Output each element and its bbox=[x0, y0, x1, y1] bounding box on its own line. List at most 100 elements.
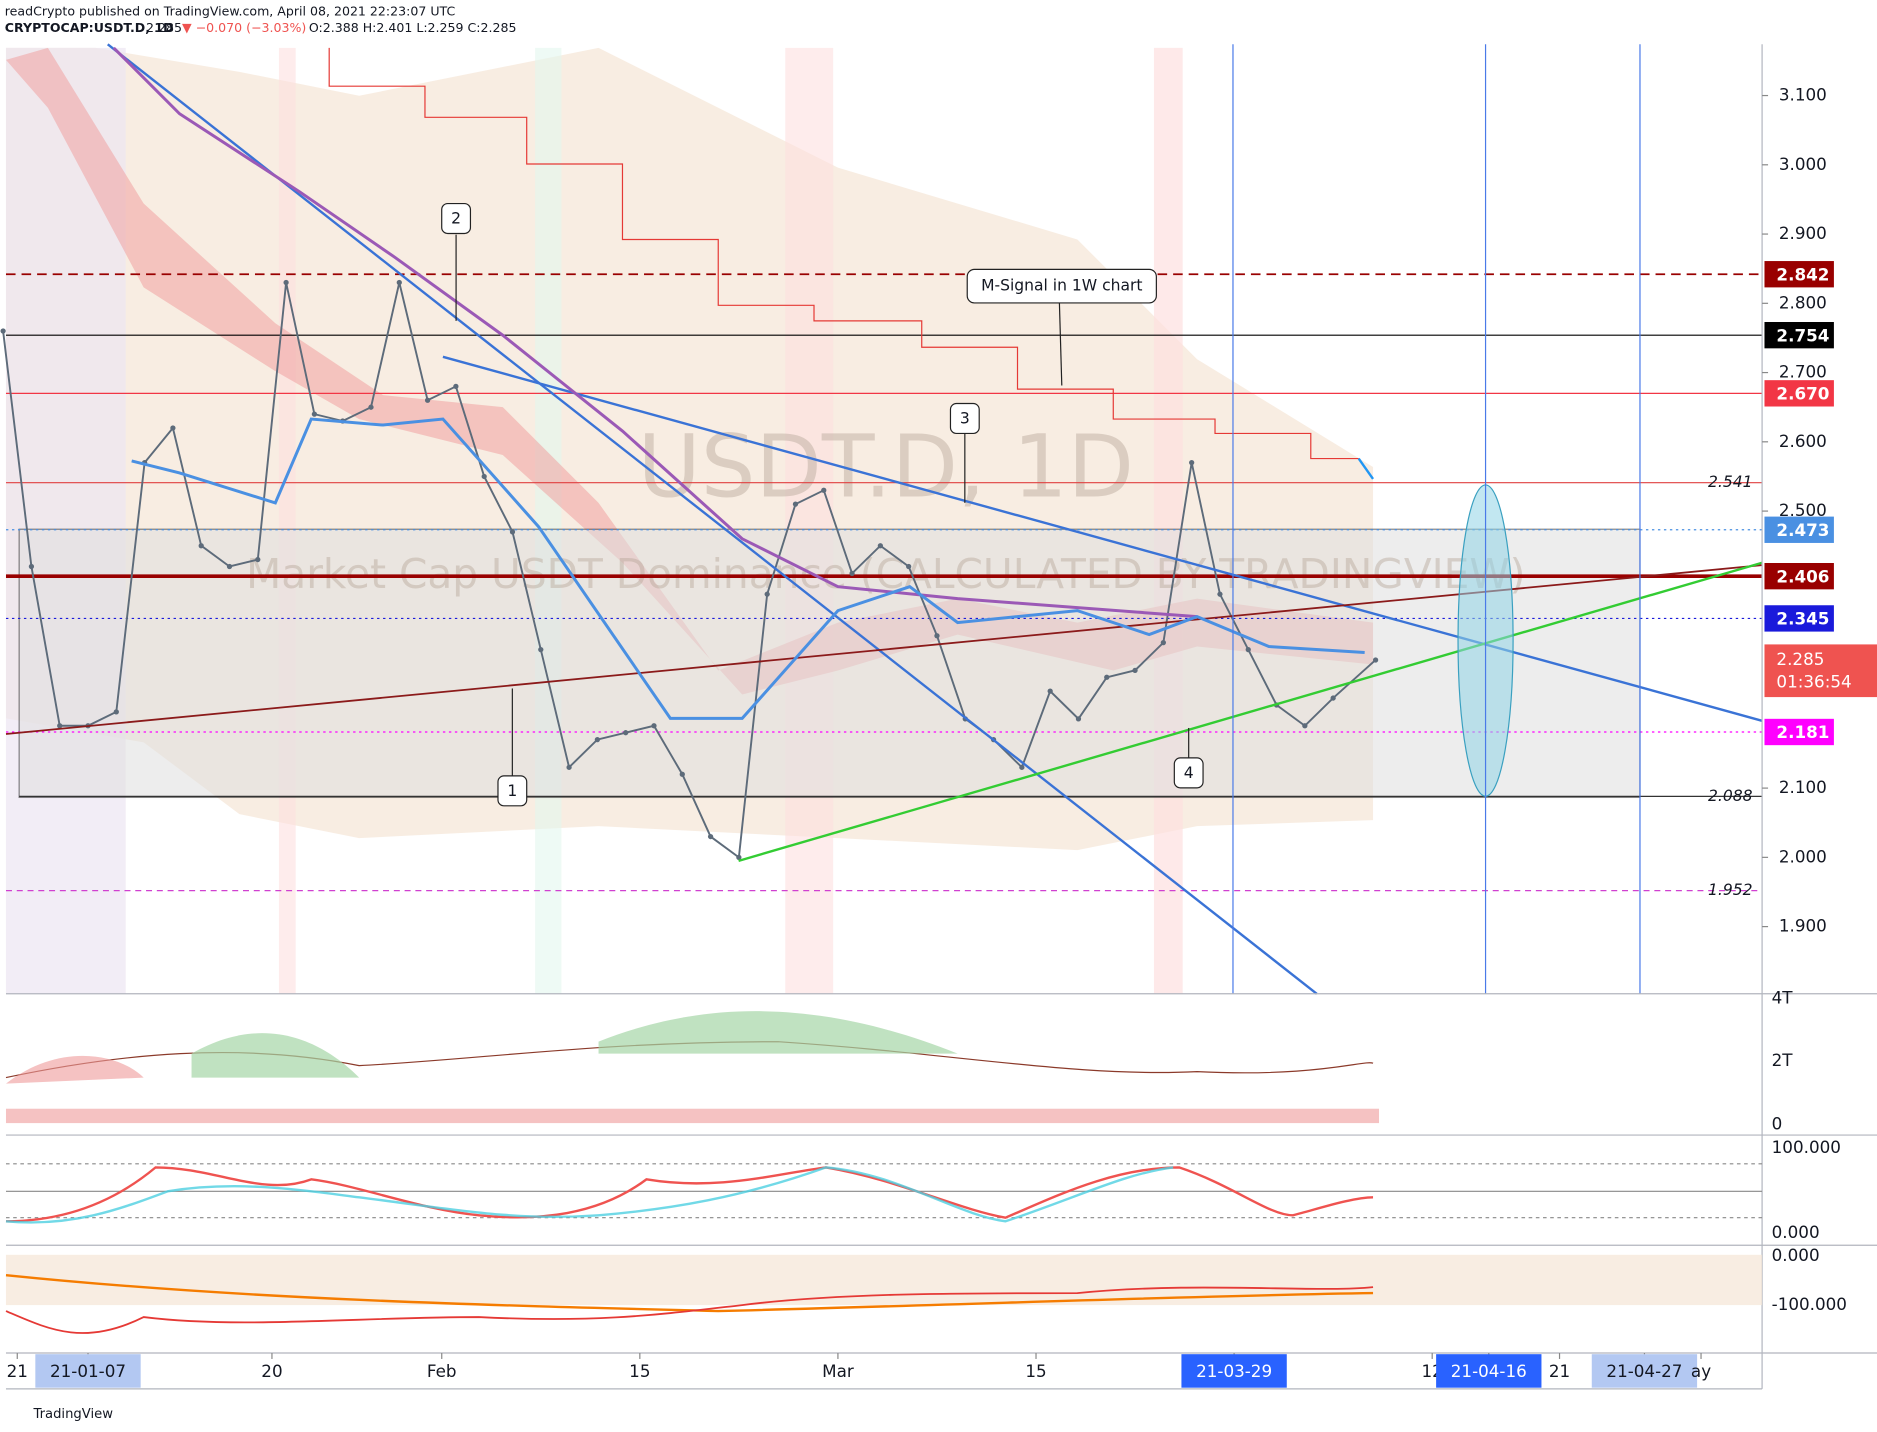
price-point bbox=[1019, 764, 1025, 770]
publish-line: readCrypto published on TradingView.com,… bbox=[5, 3, 456, 18]
callouts: 1 2 3 4 M-Signal in 1W chart bbox=[441, 202, 1204, 807]
last-price: 2.285 bbox=[146, 20, 182, 35]
level-tag bbox=[1764, 605, 1834, 632]
y-tick-label: 2.000 bbox=[1779, 846, 1827, 866]
x-tick-label: 20 bbox=[261, 1361, 282, 1381]
level-label: 2.088 bbox=[1708, 787, 1753, 805]
price-point bbox=[679, 771, 685, 777]
y-tick-label: 2.600 bbox=[1779, 431, 1827, 451]
price-point bbox=[1330, 695, 1336, 701]
x-tick-label: Feb bbox=[427, 1361, 457, 1381]
x-tick-label: 21 bbox=[7, 1361, 28, 1381]
price-point bbox=[198, 543, 204, 549]
y-tick-label: 2.100 bbox=[1779, 777, 1827, 797]
price-point bbox=[1217, 591, 1223, 597]
price-point bbox=[1075, 716, 1082, 722]
y-tick-label: 2.500 bbox=[1779, 500, 1827, 520]
price-tag-label: 2.285 bbox=[1776, 649, 1824, 669]
y-tick-label: 2.700 bbox=[1779, 362, 1827, 382]
price-point bbox=[1372, 657, 1379, 663]
level-tag-label: 2.754 bbox=[1776, 325, 1829, 345]
price-point bbox=[1245, 646, 1251, 653]
y-tick-label: 3.000 bbox=[1779, 154, 1827, 174]
price-point bbox=[396, 279, 402, 286]
price-point bbox=[566, 764, 572, 770]
price-point bbox=[113, 709, 119, 715]
level-tag bbox=[1764, 380, 1834, 407]
momentum-axis-label: -100.000 bbox=[1772, 1294, 1847, 1314]
price-point bbox=[0, 328, 6, 334]
price-point bbox=[255, 556, 261, 563]
countdown: 01:36:54 bbox=[1776, 672, 1851, 692]
x-highlight bbox=[1591, 1354, 1698, 1388]
change: ▼ −0.070 (−3.03%) bbox=[182, 20, 306, 35]
ohlc: O:2.388 H:2.401 L:2.259 C:2.285 bbox=[309, 20, 517, 35]
x-tick-label: Mar bbox=[822, 1361, 854, 1381]
price-point bbox=[736, 854, 742, 860]
level-tag-label: 2.670 bbox=[1776, 384, 1829, 404]
x-tick-label: 15 bbox=[1025, 1361, 1046, 1381]
annotation: M-Signal in 1W chart bbox=[981, 277, 1142, 295]
price-point bbox=[849, 570, 855, 577]
price-point bbox=[707, 833, 714, 840]
level-tag-label: 2.345 bbox=[1776, 609, 1829, 629]
price-point bbox=[368, 404, 374, 410]
x-tick-label: 21-04-16 bbox=[1451, 1361, 1527, 1381]
price-point bbox=[170, 425, 176, 431]
oscillator-axis-label: 0.000 bbox=[1772, 1222, 1820, 1242]
level-tag-label: 2.473 bbox=[1776, 520, 1829, 540]
momentum-axis-label: 0.000 bbox=[1772, 1245, 1820, 1265]
level-tag bbox=[1764, 261, 1834, 288]
level-tag bbox=[1764, 321, 1834, 349]
level-tag bbox=[1764, 516, 1834, 543]
level-label: 2.541 bbox=[1708, 473, 1753, 491]
price-point bbox=[283, 279, 289, 286]
price-point bbox=[509, 529, 516, 535]
price-point bbox=[57, 723, 63, 729]
x-highlight bbox=[1436, 1354, 1542, 1388]
price-point bbox=[877, 543, 884, 549]
price-point bbox=[1047, 688, 1053, 694]
annotation: 4 bbox=[1184, 764, 1194, 782]
x-tick-label: ay bbox=[1691, 1361, 1711, 1381]
x-tick-label: 21 bbox=[1549, 1361, 1570, 1381]
price-point bbox=[906, 563, 912, 570]
price-point bbox=[424, 397, 431, 403]
price-point bbox=[792, 501, 799, 507]
price-point bbox=[821, 487, 827, 493]
level-tag bbox=[1764, 718, 1834, 746]
price-point bbox=[1132, 667, 1138, 673]
footer-logo: TradingView bbox=[33, 1407, 114, 1422]
x-highlight bbox=[35, 1354, 141, 1388]
price-point bbox=[1104, 674, 1110, 680]
y-tick-label: 1.900 bbox=[1779, 916, 1827, 936]
x-tick-label: 21-01-07 bbox=[50, 1361, 126, 1381]
price-point bbox=[538, 646, 544, 653]
indicator-panes bbox=[5, 1011, 1763, 1334]
price-point bbox=[226, 563, 233, 570]
level-tag bbox=[1764, 563, 1834, 590]
price-point bbox=[453, 383, 459, 390]
volume-axis-label: 2T bbox=[1772, 1050, 1794, 1070]
annotation: 3 bbox=[960, 410, 970, 428]
x-tick-label: 21-03-29 bbox=[1196, 1361, 1272, 1381]
watermark: USDT.D, 1D bbox=[638, 417, 1134, 517]
y-tick-label: 3.100 bbox=[1779, 85, 1827, 105]
price-point bbox=[1160, 640, 1166, 646]
x-highlight bbox=[1181, 1354, 1287, 1388]
background-shading bbox=[5, 47, 1641, 994]
price-point bbox=[764, 591, 770, 597]
drawings bbox=[5, 43, 1763, 995]
y-tick-label: 2.800 bbox=[1779, 292, 1827, 312]
price-tag bbox=[1764, 644, 1877, 698]
price-point bbox=[481, 473, 487, 480]
level-tag-label: 2.842 bbox=[1776, 264, 1829, 284]
pane-frame bbox=[5, 44, 1877, 1390]
price-point bbox=[594, 736, 601, 743]
price-point bbox=[651, 723, 657, 729]
oscillator-axis-label: 100.000 bbox=[1772, 1137, 1841, 1157]
x-tick-label: 15 bbox=[629, 1361, 650, 1381]
price-point bbox=[28, 563, 35, 570]
price-point bbox=[1302, 723, 1308, 729]
